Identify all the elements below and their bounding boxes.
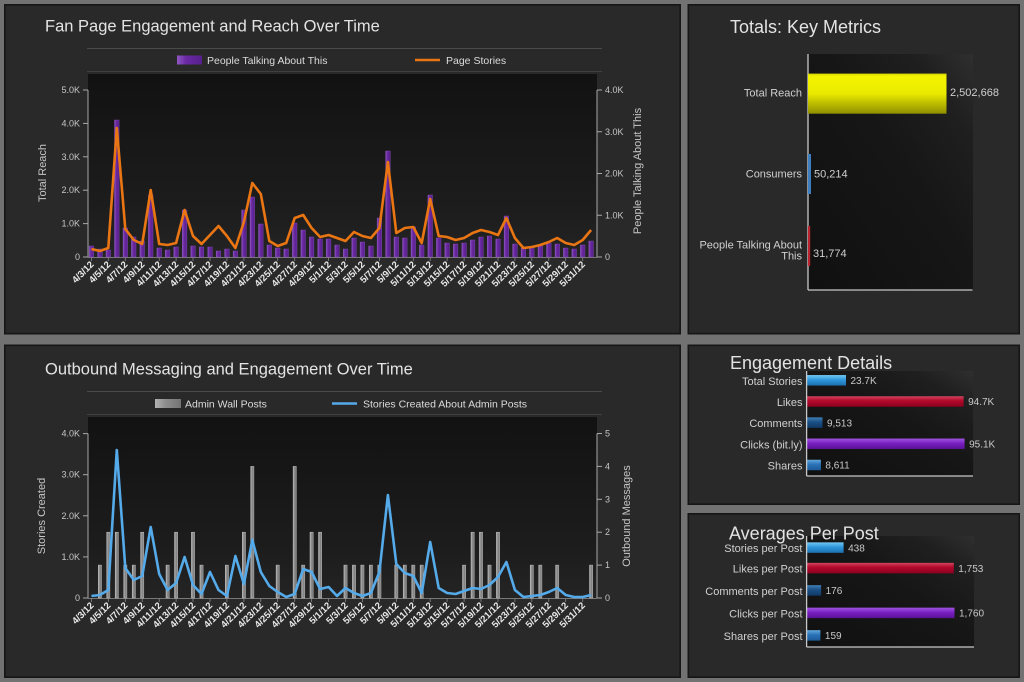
svg-text:4: 4: [605, 461, 610, 471]
svg-text:4.0K: 4.0K: [61, 429, 80, 439]
svg-text:Comments: Comments: [749, 418, 803, 430]
svg-text:3.0K: 3.0K: [61, 470, 80, 480]
svg-text:3: 3: [605, 494, 610, 504]
svg-text:Stories per Post: Stories per Post: [724, 543, 802, 555]
svg-text:1.0K: 1.0K: [61, 219, 80, 229]
svg-text:Shares per Post: Shares per Post: [724, 631, 803, 643]
svg-text:Fan Page Engagement and Reach: Fan Page Engagement and Reach Over Time: [45, 18, 380, 36]
svg-text:Admin Wall Posts: Admin Wall Posts: [185, 399, 267, 411]
svg-text:2.0K: 2.0K: [61, 185, 80, 195]
svg-text:1.0K: 1.0K: [61, 552, 80, 562]
svg-text:Clicks (bit.ly): Clicks (bit.ly): [740, 439, 802, 451]
svg-text:2.0K: 2.0K: [605, 169, 624, 179]
svg-text:50,214: 50,214: [814, 169, 848, 181]
svg-text:1.0K: 1.0K: [605, 210, 624, 220]
svg-text:1: 1: [605, 560, 610, 570]
svg-text:31,774: 31,774: [813, 248, 847, 260]
svg-text:1,760: 1,760: [959, 609, 984, 620]
svg-text:0: 0: [605, 252, 610, 262]
svg-text:People Talking About This: People Talking About This: [207, 55, 327, 67]
svg-text:0: 0: [75, 252, 80, 262]
svg-text:Outbound Messages: Outbound Messages: [621, 465, 633, 567]
svg-text:4.0K: 4.0K: [605, 85, 624, 95]
svg-text:Averages Per Post: Averages Per Post: [729, 524, 879, 544]
svg-text:Outbound Messaging and Engagem: Outbound Messaging and Engagement Over T…: [45, 361, 413, 379]
svg-text:Likes per Post: Likes per Post: [733, 564, 803, 576]
svg-text:Page Stories: Page Stories: [446, 55, 506, 67]
svg-text:People Talking About: People Talking About: [699, 240, 802, 252]
svg-text:2,502,668: 2,502,668: [950, 87, 999, 99]
svg-text:23.7K: 23.7K: [851, 376, 877, 387]
svg-text:1,753: 1,753: [958, 564, 983, 575]
svg-text:438: 438: [848, 543, 865, 554]
svg-text:Total Reach: Total Reach: [37, 144, 49, 202]
svg-text:0: 0: [75, 593, 80, 603]
svg-text:Clicks per Post: Clicks per Post: [729, 608, 802, 620]
svg-text:Comments per Post: Comments per Post: [705, 586, 802, 598]
svg-text:94.7K: 94.7K: [968, 397, 994, 408]
svg-text:5.0K: 5.0K: [61, 85, 80, 95]
svg-text:95.1K: 95.1K: [969, 440, 995, 451]
svg-text:4.0K: 4.0K: [61, 118, 80, 128]
svg-text:3.0K: 3.0K: [605, 127, 624, 137]
svg-text:Stories Created About Admin Po: Stories Created About Admin Posts: [363, 399, 527, 411]
svg-text:People Talking About This: People Talking About This: [632, 107, 644, 234]
svg-text:Total Reach: Total Reach: [744, 88, 802, 100]
svg-text:5: 5: [605, 429, 610, 439]
svg-text:2: 2: [605, 527, 610, 537]
svg-text:159: 159: [825, 631, 842, 642]
svg-text:Totals: Key Metrics: Totals: Key Metrics: [730, 17, 881, 37]
svg-text:Consumers: Consumers: [746, 169, 803, 181]
svg-text:176: 176: [826, 586, 843, 597]
svg-text:2.0K: 2.0K: [61, 511, 80, 521]
svg-text:This: This: [781, 251, 802, 263]
svg-text:Total Stories: Total Stories: [742, 376, 803, 388]
svg-text:0: 0: [605, 593, 610, 603]
svg-text:3.0K: 3.0K: [61, 152, 80, 162]
svg-text:Stories Created: Stories Created: [36, 478, 48, 554]
svg-text:Shares: Shares: [768, 461, 803, 473]
svg-text:Likes: Likes: [777, 397, 803, 409]
svg-text:9,513: 9,513: [827, 418, 852, 429]
svg-text:Engagement Details: Engagement Details: [730, 353, 892, 373]
svg-text:8,611: 8,611: [825, 461, 850, 472]
